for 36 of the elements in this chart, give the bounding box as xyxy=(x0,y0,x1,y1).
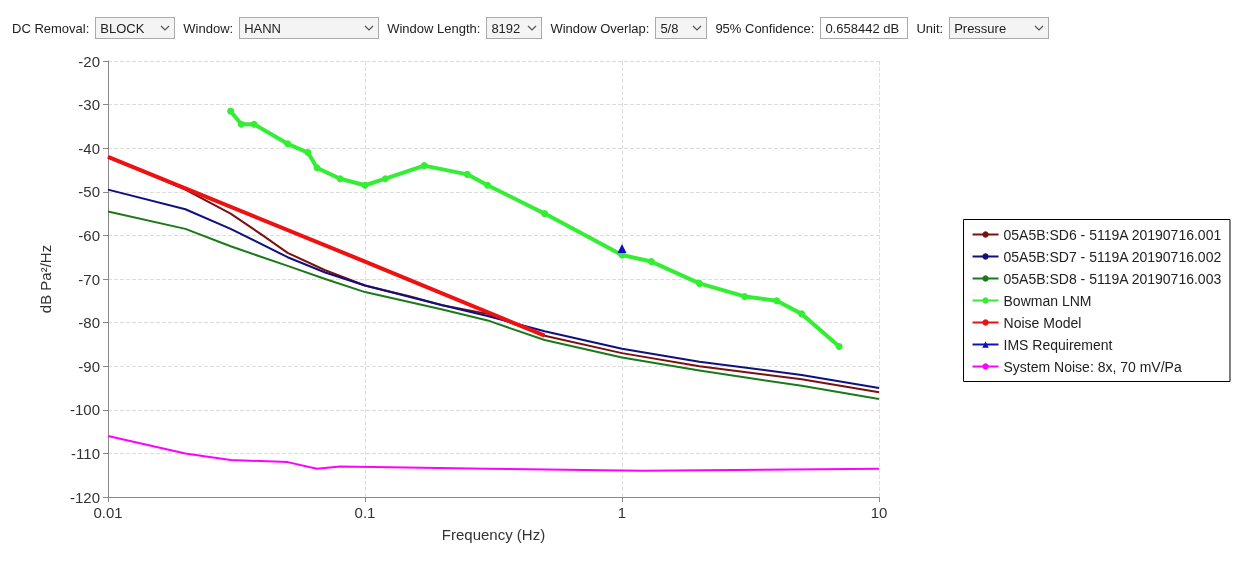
x-tick-label: 10 xyxy=(870,504,888,521)
y-tick-label: -50 xyxy=(78,183,100,201)
y-tick-label: -110 xyxy=(71,444,100,462)
dropdown-field: 8192 xyxy=(486,17,543,39)
y-tick-label: -60 xyxy=(78,226,100,244)
x-tick-label: 0.1 xyxy=(354,504,376,521)
legend-label: Bowman LNM xyxy=(1003,292,1092,309)
text: Window: xyxy=(183,20,234,36)
legend-label: IMS Requirement xyxy=(1003,336,1113,353)
legend-label: 05A5B:SD7 - 5119A 20190716.002 xyxy=(1003,248,1222,265)
text-field: 0.658442 dB xyxy=(820,17,909,39)
y-axis-title: dB Pa²/Hz xyxy=(37,244,54,314)
dropdown-field: 5/8 xyxy=(655,17,708,39)
legend-label: System Noise: 8x, 70 mV/Pa xyxy=(1003,358,1182,375)
text: Window Length: xyxy=(387,20,481,36)
text: 95% Confidence: xyxy=(715,20,815,36)
x-axis-title: Frequency (Hz) xyxy=(441,526,546,543)
y-tick-label: -90 xyxy=(78,357,100,375)
y-tick-label: -20 xyxy=(78,52,100,70)
legend-label: 05A5B:SD6 - 5119A 20190716.001 xyxy=(1003,226,1222,243)
text: Unit: xyxy=(916,20,944,36)
dropdown-field: BLOCK xyxy=(95,17,176,39)
dropdown-field: HANN xyxy=(239,17,380,39)
legend-label: 05A5B:SD8 - 5119A 20190716.003 xyxy=(1003,270,1222,287)
y-tick-label: -30 xyxy=(78,96,100,114)
y-tick-label: -120 xyxy=(69,488,100,506)
y-tick-label: -100 xyxy=(69,401,100,419)
y-tick-label: -40 xyxy=(78,139,100,157)
y-tick-label: -70 xyxy=(78,270,100,288)
y-tick-label: -80 xyxy=(78,314,100,332)
x-tick-label: 1 xyxy=(617,504,627,521)
dropdown-field: Pressure xyxy=(949,17,1050,39)
x-tick-label: 0.01 xyxy=(93,504,123,521)
text: DC Removal: xyxy=(12,20,90,36)
legend-label: Noise Model xyxy=(1003,314,1082,331)
text: Window Overlap: xyxy=(550,20,650,36)
